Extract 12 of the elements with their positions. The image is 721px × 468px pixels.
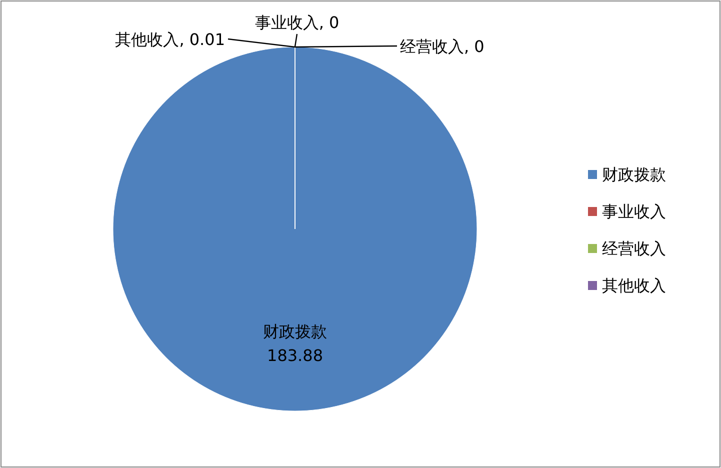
legend-label: 财政拨款 <box>602 165 666 184</box>
text: , 0 <box>464 37 484 56</box>
text: , 0 <box>318 13 340 32</box>
data-label: 183.88 <box>267 346 324 366</box>
legend-label: 其他收入 <box>602 276 666 295</box>
legend-label: 经营收入 <box>602 239 666 258</box>
slice-label: 其他收入 <box>115 30 180 49</box>
data-label: , 0.01 <box>179 30 225 49</box>
slice-label: 财政拨款 <box>263 322 328 342</box>
legend-label: 事业收入 <box>602 202 666 221</box>
category-label: 事业收入 <box>254 13 319 32</box>
category-label: 经营收入 <box>400 37 464 56</box>
